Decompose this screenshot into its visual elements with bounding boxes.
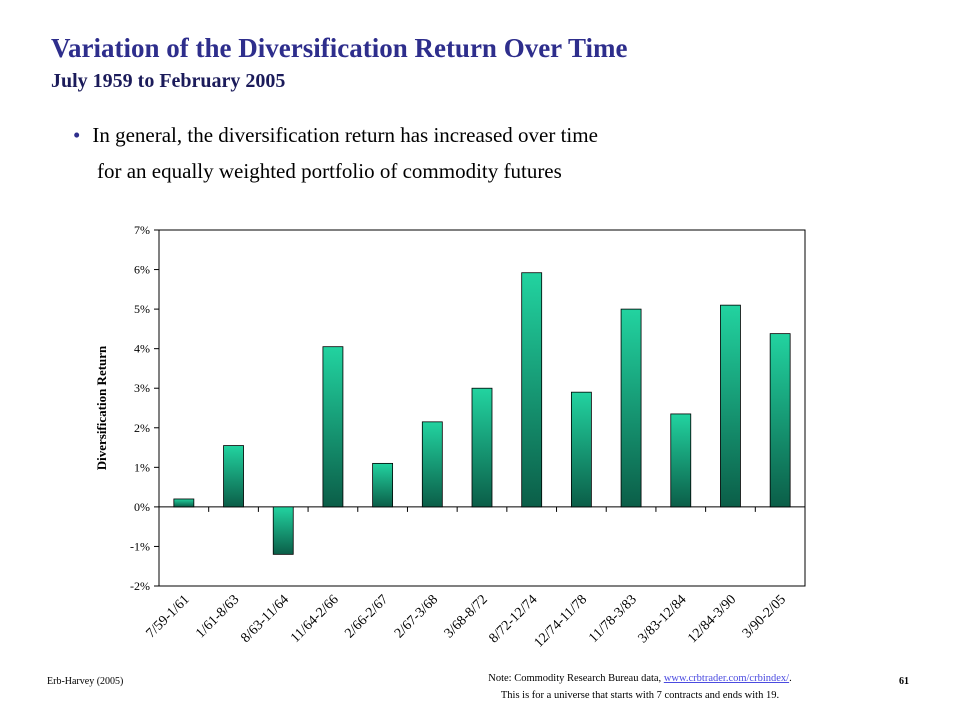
- y-tick-label: 3%: [134, 381, 150, 395]
- page-title: Variation of the Diversification Return …: [51, 33, 628, 63]
- footer-author: Erb-Harvey (2005): [47, 676, 124, 687]
- y-tick-label: -2%: [130, 579, 150, 593]
- page-number: 61: [899, 676, 909, 687]
- bar: [421, 421, 443, 508]
- note-link[interactable]: www.crbtrader.com/crbindex/: [663, 673, 790, 684]
- x-tick-label: 7/59-1/61: [144, 592, 193, 641]
- x-tick-label: 2/67-3/68: [392, 592, 441, 641]
- bar: [223, 445, 244, 508]
- y-tick-label: 7%: [134, 223, 150, 237]
- bar: [620, 308, 642, 508]
- x-tick-label: 3/83-12/84: [636, 592, 690, 646]
- y-tick-label: 2%: [134, 421, 150, 435]
- plot-frame: [158, 229, 806, 587]
- x-tick-label: 12/74-11/78: [532, 592, 591, 651]
- x-tick-label: 11/78-3/83: [586, 592, 640, 646]
- y-tick-label: 0%: [134, 500, 150, 514]
- y-tick-label: 6%: [134, 263, 150, 277]
- x-tick-label: 3/68-8/72: [442, 592, 491, 641]
- x-tick-label: 8/63-11/64: [238, 592, 292, 646]
- note-suffix: .: [789, 673, 792, 684]
- page-subtitle: July 1959 to February 2005: [51, 70, 286, 92]
- y-tick-label: -1%: [130, 539, 150, 553]
- x-tick-label: 2/66-2/67: [342, 592, 391, 641]
- bar: [570, 391, 592, 508]
- bar: [372, 462, 394, 508]
- bar: [670, 413, 692, 508]
- x-tick-label: 1/61-8/63: [193, 592, 242, 641]
- x-tick-label: 11/64-2/66: [288, 592, 342, 646]
- bar: [769, 333, 791, 508]
- bar: [272, 506, 294, 555]
- y-tick-label: 4%: [134, 342, 150, 356]
- bullet-icon: •: [73, 123, 81, 147]
- x-tick-label: 3/90-2/05: [740, 592, 789, 641]
- footer-note: Note: Commodity Research Bureau data, ww…: [400, 670, 880, 704]
- y-tick-label: 1%: [134, 460, 150, 474]
- bullet-continuation: for an equally weighted portfolio of com…: [97, 159, 562, 183]
- note-prefix: Note: Commodity Research Bureau data,: [488, 673, 662, 684]
- bullet-point: • In general, the diversification return …: [73, 123, 598, 148]
- bar: [471, 387, 493, 508]
- bar: [173, 498, 195, 508]
- note-line2: This is for a universe that starts with …: [500, 690, 780, 701]
- y-axis-label: Diversification Return: [94, 345, 109, 470]
- bar: [521, 272, 543, 508]
- bullet-text: In general, the diversification return h…: [92, 123, 598, 147]
- bar: [720, 304, 741, 508]
- bar: [322, 346, 344, 508]
- y-tick-label: 5%: [134, 302, 150, 316]
- x-tick-label: 12/84-3/90: [685, 592, 739, 646]
